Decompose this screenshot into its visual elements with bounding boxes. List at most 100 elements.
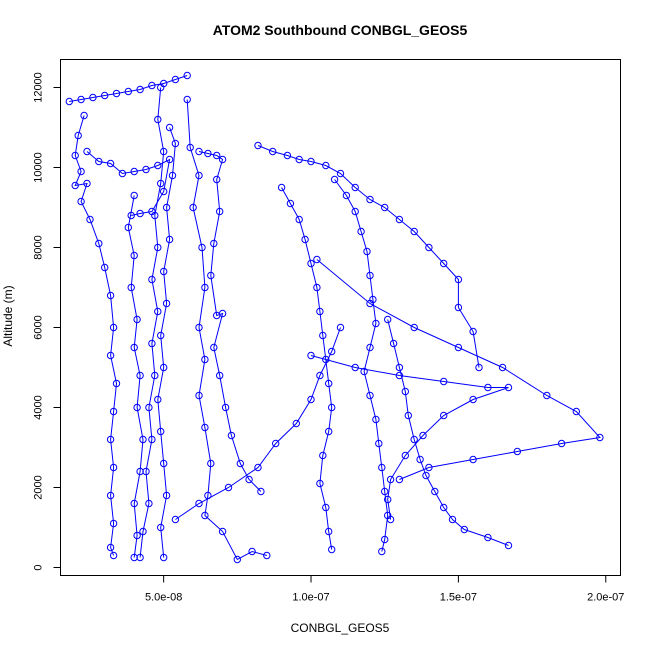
data-point <box>381 535 389 544</box>
data-point <box>109 407 118 416</box>
data-point <box>95 157 103 166</box>
data-point <box>124 87 133 96</box>
data-point <box>272 439 280 448</box>
data-point <box>328 347 336 356</box>
data-point <box>154 115 162 124</box>
data-point <box>316 371 324 380</box>
data-point <box>213 151 221 160</box>
data-point <box>330 175 339 184</box>
data-point <box>71 181 79 190</box>
data-point <box>295 215 303 224</box>
data-point <box>157 523 165 532</box>
data-point <box>277 183 286 192</box>
data-point <box>422 471 430 480</box>
profile-series <box>83 147 174 220</box>
data-point <box>351 363 359 372</box>
y-tick-label: 12000 <box>33 72 45 103</box>
data-point <box>469 327 477 336</box>
data-point <box>440 377 448 386</box>
data-point <box>89 93 97 102</box>
data-point <box>313 283 321 292</box>
data-point <box>328 403 336 412</box>
x-tick-label: 2.0e-07 <box>587 592 624 604</box>
profile-series <box>183 95 271 564</box>
data-point <box>157 83 165 92</box>
data-point <box>384 495 392 504</box>
data-point <box>322 161 330 170</box>
data-point <box>148 435 156 444</box>
data-point <box>195 499 203 508</box>
data-point <box>454 303 463 312</box>
data-point <box>378 463 386 472</box>
data-point <box>410 323 418 332</box>
data-point <box>130 167 138 176</box>
data-point <box>106 351 115 360</box>
chart-title: ATOM2 Southbound CONBGL_GEOS5 <box>213 22 468 38</box>
data-point <box>77 95 85 104</box>
series-line <box>387 319 509 546</box>
y-tick-label: 6000 <box>33 315 45 339</box>
data-point <box>283 151 292 160</box>
data-point <box>319 451 327 460</box>
data-point <box>328 545 336 554</box>
series-line <box>186 99 267 561</box>
data-point <box>596 433 604 442</box>
data-point <box>498 363 507 372</box>
data-point <box>325 527 333 536</box>
data-point <box>148 81 156 90</box>
data-point <box>557 439 566 448</box>
data-point <box>389 339 398 348</box>
series-line <box>334 179 389 552</box>
y-tick-label: 8000 <box>33 235 45 259</box>
data-point <box>165 123 174 132</box>
data-point <box>198 243 206 252</box>
data-point <box>77 197 85 206</box>
data-point <box>307 351 315 360</box>
data-point <box>218 527 227 536</box>
y-tick-label: 10000 <box>33 152 45 183</box>
data-point <box>448 515 457 524</box>
profile-series <box>277 183 336 554</box>
data-point <box>286 199 295 208</box>
data-point <box>366 391 374 400</box>
data-point <box>162 299 171 308</box>
plot-area <box>65 71 604 564</box>
data-point <box>375 439 383 448</box>
data-point <box>416 455 424 464</box>
data-point <box>307 395 315 404</box>
profile-series <box>154 123 180 562</box>
data-point <box>201 355 209 364</box>
data-point <box>401 387 409 396</box>
data-point <box>213 175 221 184</box>
data-point <box>186 143 194 152</box>
data-point <box>101 91 109 100</box>
data-point <box>543 391 551 400</box>
data-point <box>130 343 138 352</box>
data-point <box>395 371 404 380</box>
data-point <box>148 275 156 284</box>
data-point <box>160 147 168 156</box>
x-tick-label: 5.0e-08 <box>145 592 182 604</box>
data-point <box>130 553 138 562</box>
data-point <box>224 483 233 492</box>
data-point <box>106 543 115 552</box>
data-point <box>336 323 345 332</box>
data-point <box>207 459 215 468</box>
data-point <box>378 547 386 556</box>
data-point <box>322 503 330 512</box>
data-point <box>325 427 333 436</box>
data-point <box>248 547 256 556</box>
data-point <box>366 343 374 352</box>
data-point <box>360 367 368 376</box>
data-point <box>142 467 150 476</box>
data-point <box>325 379 333 388</box>
data-point <box>95 239 103 248</box>
data-point <box>118 169 127 178</box>
profile-series <box>136 83 168 562</box>
y-axis: 0 2000 4000 6000 8000 10000 12000 <box>33 72 61 571</box>
data-point <box>295 155 303 164</box>
data-point <box>165 235 174 244</box>
data-point <box>440 411 448 420</box>
series-line <box>74 115 118 556</box>
data-point <box>148 339 156 348</box>
